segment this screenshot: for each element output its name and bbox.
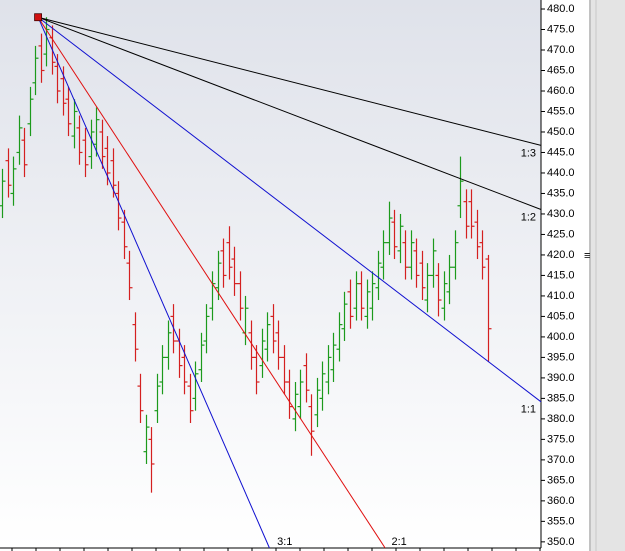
fan-label: 1:2 (521, 211, 536, 223)
y-tick-label: 375.0 (547, 433, 575, 445)
fan-line (37, 16, 542, 146)
fan-line (37, 16, 542, 403)
y-tick-label: 350.0 (547, 536, 575, 548)
y-tick-label: 460.0 (547, 85, 575, 97)
side-panel (589, 0, 625, 551)
y-tick-label: 455.0 (547, 105, 575, 117)
y-tick-label: 425.0 (547, 228, 575, 240)
plot-background (0, 0, 541, 548)
y-tick-label: 465.0 (547, 64, 575, 76)
y-tick-label: 360.0 (547, 495, 575, 507)
y-tick-label: 385.0 (547, 392, 575, 404)
y-tick-label: 405.0 (547, 310, 575, 322)
fan-line (37, 17, 270, 549)
fan-label: 2:1 (391, 536, 406, 548)
y-tick-label: 355.0 (547, 515, 575, 527)
y-tick-label: 450.0 (547, 126, 575, 138)
y-tick-label: 445.0 (547, 146, 575, 158)
fan-label: 3:1 (277, 536, 292, 548)
fan-origin (34, 13, 42, 22)
y-tick-label: 480.0 (547, 3, 575, 15)
y-tick-label: 470.0 (547, 44, 575, 56)
y-tick-label: 410.0 (547, 290, 575, 302)
fan-line (37, 16, 542, 210)
y-tick-label: 380.0 (547, 413, 575, 425)
fan-line (37, 16, 386, 549)
y-tick-label: 365.0 (547, 474, 575, 486)
fan-label: 1:1 (521, 404, 536, 416)
y-tick-label: 390.0 (547, 372, 575, 384)
fan-label: 1:3 (521, 147, 536, 159)
y-tick-label: 475.0 (547, 23, 575, 35)
y-tick-label: 395.0 (547, 351, 575, 363)
y-tick-label: 420.0 (547, 249, 575, 261)
y-tick-label: 440.0 (547, 167, 575, 179)
y-tick-label: 430.0 (547, 208, 575, 220)
axis-background (541, 0, 589, 551)
splitter-handle[interactable]: ≡ (584, 250, 590, 262)
y-tick-label: 415.0 (547, 269, 575, 281)
y-tick-label: 435.0 (547, 187, 575, 199)
y-tick-label: 370.0 (547, 454, 575, 466)
y-tick-label: 400.0 (547, 331, 575, 343)
